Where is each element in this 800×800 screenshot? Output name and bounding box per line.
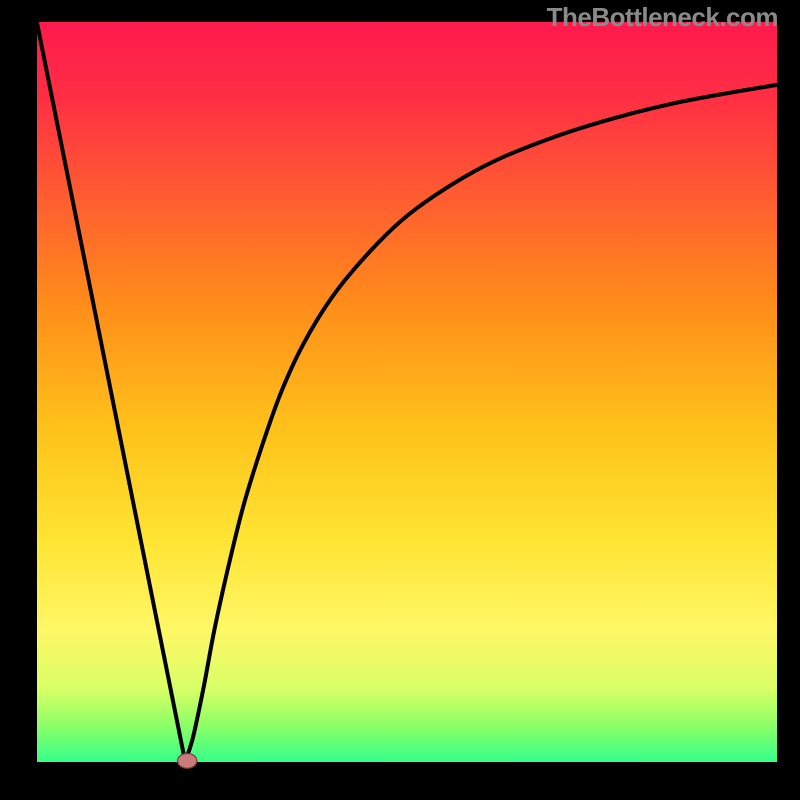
bottleneck-chart [0,0,800,800]
min-marker [178,753,197,768]
chart-container: TheBottleneck.com [0,0,800,800]
watermark-text: TheBottleneck.com [547,2,778,33]
plot-background [37,22,777,762]
